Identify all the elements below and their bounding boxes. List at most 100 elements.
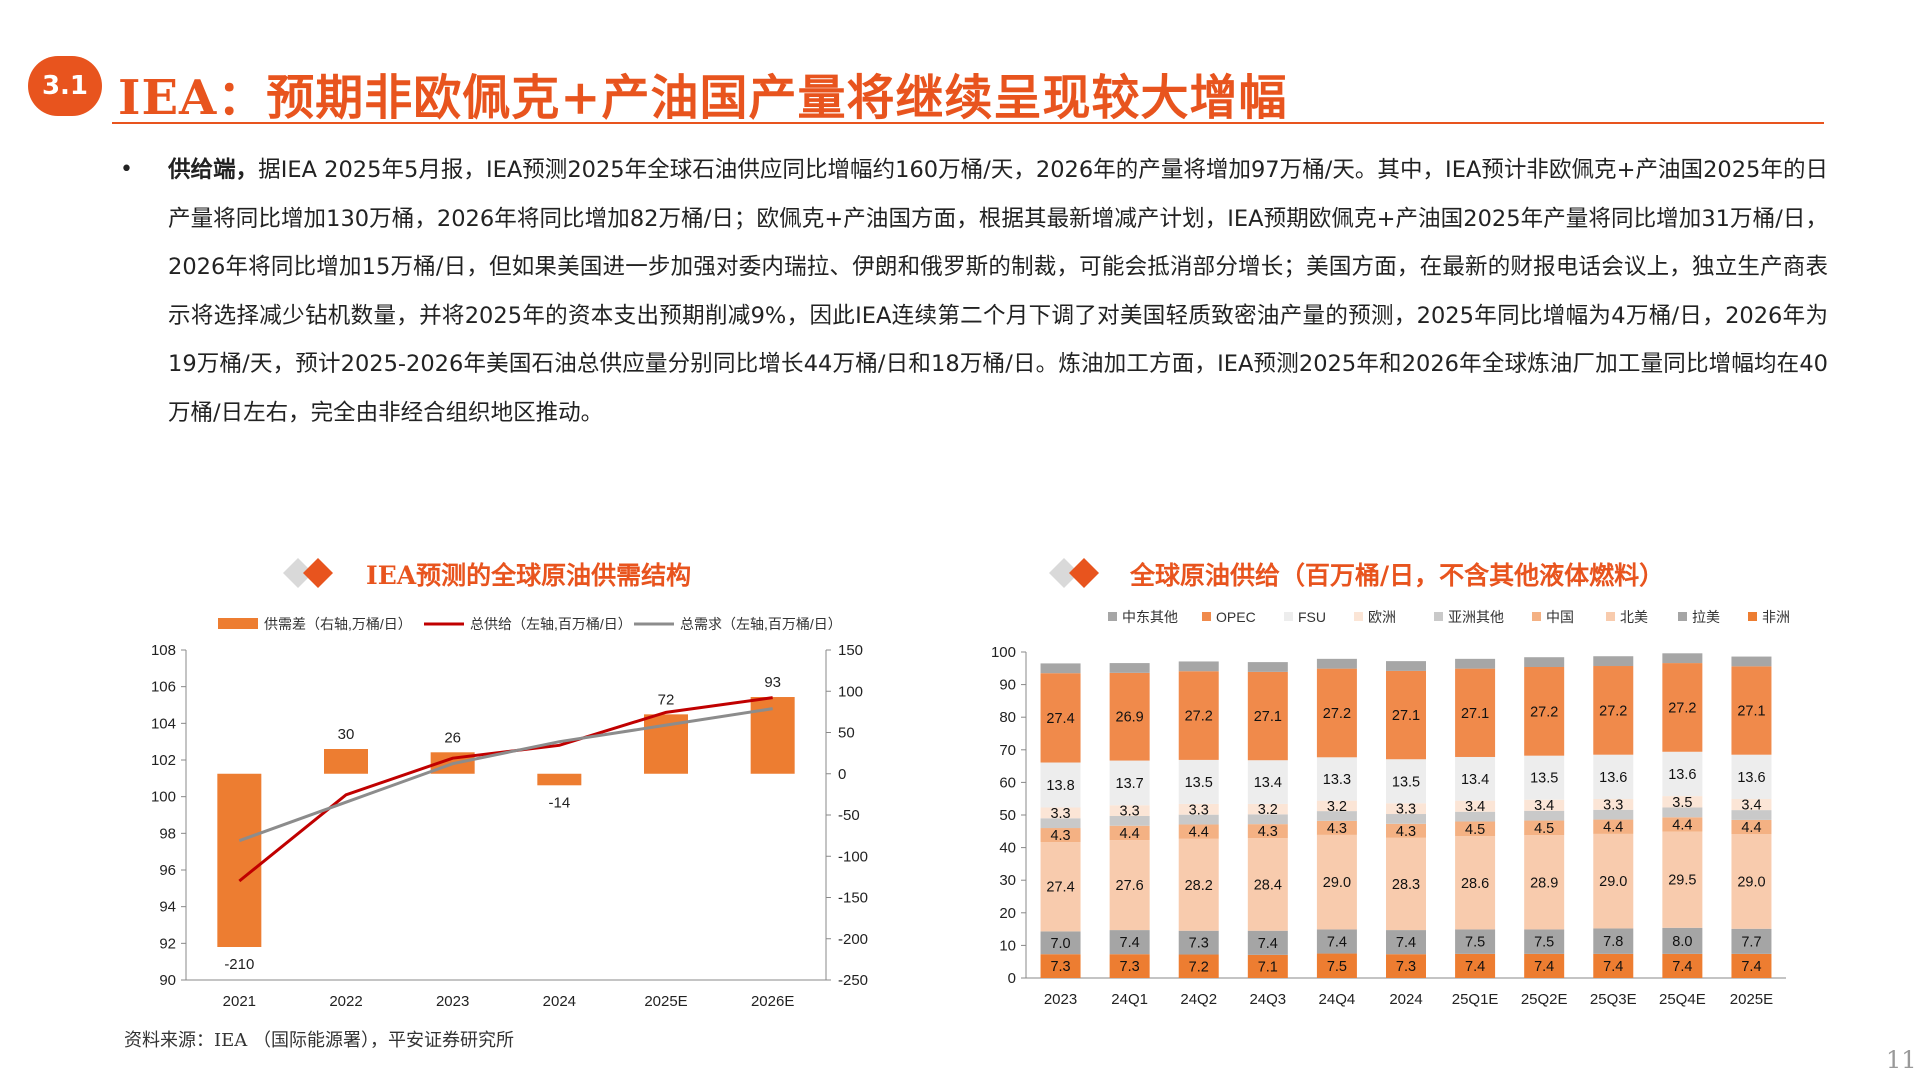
- stack-segment: [1247, 824, 1288, 839]
- stack-segment: [1455, 658, 1496, 669]
- stack-segment: [1109, 760, 1150, 806]
- stack-segment: [1593, 754, 1634, 800]
- segment-label: 3.2: [1327, 799, 1347, 815]
- legend-label: OPEC: [1216, 609, 1256, 625]
- stack-segment: [1455, 800, 1496, 812]
- stack-segment: [1040, 828, 1081, 843]
- left-tick-label: 96: [159, 862, 176, 879]
- segment-label: 4.5: [1465, 822, 1485, 838]
- segment-label: 4.4: [1603, 820, 1623, 836]
- segment-label: 13.5: [1392, 774, 1420, 790]
- stack-segment: [1040, 663, 1081, 674]
- stack-segment: [1731, 666, 1772, 755]
- left-tick-label: 102: [151, 752, 176, 769]
- segment-label: 27.2: [1185, 709, 1213, 725]
- segment-label: 8.0: [1672, 934, 1692, 950]
- legend-swatch: [1606, 612, 1615, 621]
- legend-item: 北美: [1606, 609, 1648, 625]
- segment-label: 7.4: [1672, 959, 1692, 975]
- right-tick-label: -250: [838, 972, 868, 989]
- segment-label: 3.4: [1534, 798, 1554, 814]
- segment-label: 7.3: [1050, 959, 1070, 975]
- stack-segment: [1109, 672, 1150, 761]
- segment-label: 3.4: [1741, 798, 1761, 814]
- stack-segment: [1731, 656, 1772, 667]
- segment-label: 3.3: [1120, 804, 1140, 820]
- segment-label: 7.8: [1603, 934, 1623, 950]
- stack-segment: [1524, 657, 1565, 667]
- segment-label: 4.3: [1258, 824, 1278, 840]
- segment-label: 7.4: [1741, 959, 1761, 975]
- legend-label: 北美: [1620, 609, 1648, 625]
- x-tick-label: 25Q4E: [1659, 991, 1706, 1008]
- segment-label: 7.0: [1050, 936, 1070, 952]
- y-tick-label: 80: [999, 709, 1016, 726]
- page-number: 11: [1886, 1046, 1917, 1074]
- segment-label: 27.4: [1046, 711, 1074, 727]
- right-tick-label: -100: [838, 848, 868, 865]
- y-tick-label: 0: [1008, 970, 1016, 987]
- x-tick-label: 2023: [1044, 991, 1077, 1008]
- x-tick-label: 2025E: [644, 993, 687, 1010]
- chart2-title: 全球原油供给（百万桶/日，不含其他液体燃料）: [1130, 561, 1665, 590]
- stack-segment: [1247, 814, 1288, 825]
- gap-bar-label: 72: [658, 691, 675, 708]
- segment-label: 7.3: [1189, 936, 1209, 952]
- stack-segment: [1455, 668, 1496, 757]
- right-tick-label: 150: [838, 642, 863, 659]
- stack-segment: [1178, 671, 1219, 760]
- stack-segment: [1178, 954, 1219, 978]
- right-tick-label: 0: [838, 766, 846, 783]
- x-tick-label: 2025E: [1730, 991, 1773, 1008]
- x-tick-label: 2022: [329, 993, 362, 1010]
- segment-label: 27.4: [1046, 880, 1074, 896]
- segment-label: 13.6: [1668, 767, 1696, 783]
- segment-label: 28.2: [1185, 878, 1213, 894]
- stack-segment: [1386, 670, 1426, 760]
- stack-segment: [1109, 825, 1150, 841]
- left-tick-label: 104: [151, 715, 176, 732]
- stack-segment: [1524, 820, 1565, 836]
- segment-label: 3.3: [1050, 806, 1070, 822]
- stack-segment: [1662, 653, 1703, 664]
- right-tick-label: 50: [838, 725, 855, 742]
- left-tick-label: 108: [151, 642, 176, 659]
- stack-segment: [1455, 756, 1496, 801]
- stack-segment: [1455, 929, 1496, 954]
- legend-label: 中东其他: [1122, 609, 1178, 625]
- legend-swatch: [1202, 612, 1211, 621]
- segment-label: 28.9: [1530, 875, 1558, 891]
- stack-segment: [1247, 760, 1288, 804]
- segment-label: 7.5: [1534, 935, 1554, 951]
- supply-demand-chart: 供需差（右轴,万桶/日） 总供给（左轴,百万桶/日） 总需求（左轴,百万桶/日） 90…: [151, 616, 868, 1010]
- stack-segment: [1731, 928, 1772, 954]
- x-tick-label: 24Q1: [1111, 991, 1148, 1008]
- legend-swatch: [1748, 612, 1757, 621]
- segment-label: 13.3: [1323, 772, 1351, 788]
- stack-segment: [1662, 751, 1703, 797]
- diamond-icon: [1049, 558, 1099, 588]
- stack-segment: [1662, 953, 1703, 978]
- stack-segment: [1316, 834, 1357, 930]
- stack-segment: [1109, 840, 1150, 931]
- legend-swatch: [1434, 612, 1443, 621]
- stack-segment: [1178, 824, 1219, 839]
- stack-segment: [1524, 799, 1565, 811]
- legend-item: 欧洲: [1354, 609, 1396, 625]
- legend-label: 非洲: [1762, 609, 1790, 625]
- segment-label: 13.5: [1185, 775, 1213, 791]
- stack-segment: [1040, 762, 1081, 808]
- source-note: 资料来源：IEA （国际能源署），平安证券研究所: [124, 1030, 514, 1051]
- segment-label: 27.1: [1461, 706, 1489, 722]
- right-tick-label: -50: [838, 807, 860, 824]
- stack-segment: [1316, 820, 1357, 835]
- legend-swatch: [1532, 612, 1541, 621]
- stack-segment: [1662, 831, 1703, 928]
- segment-label: 7.3: [1120, 959, 1140, 975]
- left-tick-label: 90: [159, 972, 176, 989]
- stack-segment: [1593, 666, 1634, 755]
- stack-segment: [1178, 759, 1219, 804]
- stack-segment: [1386, 759, 1426, 804]
- stack-segment: [1386, 837, 1426, 931]
- legend-label: 欧洲: [1368, 609, 1396, 625]
